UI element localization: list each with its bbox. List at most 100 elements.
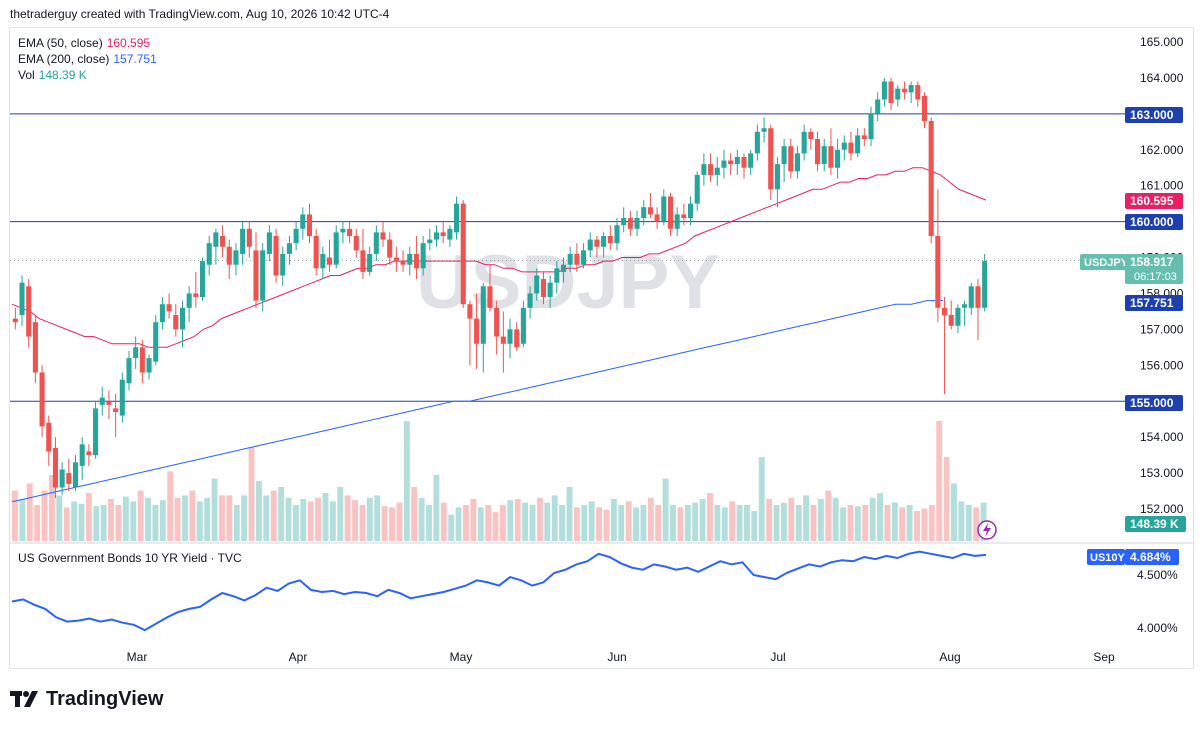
volume-bar [862,505,869,541]
volume-bar [536,497,543,541]
volume-bar [766,499,773,541]
legend-vol[interactable]: Vol 148.39 K [18,68,87,82]
yield-axis-tick: 4.500% [1137,568,1178,582]
volume-bar [943,457,950,541]
candle-body [380,232,386,240]
tag-ema50-bg [1125,193,1183,209]
tag-us10y-value-bg [1125,549,1179,565]
candle-body [788,146,794,172]
candle-body [621,218,627,226]
volume-bar [256,481,262,541]
volume-bar [396,502,403,541]
volume-bar [307,501,314,541]
candle-body [527,293,533,308]
volume-bar [26,483,33,541]
price-axis-tick: 164.000 [1140,71,1184,85]
candle-body [540,279,546,298]
candle-body [113,408,119,413]
candle-body [841,142,847,150]
candle-body [547,282,553,298]
volume-bar [137,490,144,541]
candle-body [734,156,740,165]
candle-body [801,131,807,154]
candle-body [12,318,18,323]
candle-body [213,232,219,247]
volume-bar [122,496,129,541]
candle-body [253,250,259,301]
legend-vol-label: Vol [18,68,35,82]
candle-body [661,196,667,222]
candle-body [875,99,881,114]
candle-body [942,307,948,316]
candle-body [300,214,306,229]
candle-body [708,164,714,175]
volume-bar [751,511,758,541]
candle-body [554,268,560,283]
price-axis-tick: 154.000 [1140,430,1184,444]
volume-bar [108,499,115,541]
candle-body [808,131,814,139]
legend-ema50[interactable]: EMA (50, close) 160.595 [18,36,150,50]
time-axis-label: Aug [939,650,960,664]
time-axis-label: Jun [607,650,626,664]
candle-body [574,253,580,265]
tag-ema200-bg [1125,295,1183,311]
candle-body [500,336,506,344]
volume-bar [440,502,447,541]
candle-body [266,232,272,254]
volume-bar [795,505,802,541]
candle-body [320,253,326,269]
time-axis-label: Jul [770,650,785,664]
volume-bar [877,493,883,541]
volume-bar [130,501,137,541]
lower-pane-title[interactable]: US Government Bonds 10 YR Yield · TVC [18,551,242,565]
volume-bar [618,505,625,541]
candle-body [206,243,212,265]
legend-ema50-label: EMA (50, close) [18,36,103,50]
volume-bar [433,475,440,541]
candle-body [460,203,466,305]
candle-body [427,239,433,244]
volume-bar [684,505,691,541]
legend-ema50-value: 160.595 [106,36,151,50]
us10y-yield-line [11,550,987,632]
candle-body [179,307,186,330]
brand[interactable]: TradingView [10,688,163,711]
candle-body [634,218,640,229]
candle-body [581,250,587,265]
volume-bar [825,490,832,541]
candle-body [286,243,292,254]
candle-body [59,469,65,488]
volume-bar [655,505,662,541]
candle-body [146,358,152,373]
volume-bar [300,499,307,541]
candle-body [474,318,480,344]
candle-body [273,235,279,276]
candle-body [233,250,239,265]
volume-bar [596,507,603,541]
ema50-line [11,167,987,348]
candle-body [728,160,734,165]
volume-bar [891,502,898,541]
price-axis-tick: 161.000 [1140,179,1184,193]
volume-bar [566,487,573,541]
tag-level-163-bg [1125,107,1183,123]
price-axis-tick: 157.000 [1140,322,1184,336]
volume-bar [115,505,122,541]
candle-body [240,228,246,254]
volume-bar [100,505,107,541]
candle-body [106,401,112,405]
candle-body [333,232,339,265]
candle-body [393,257,399,262]
legend-ema200[interactable]: EMA (200, close) 157.751 [18,52,157,66]
volume-bar [529,505,536,541]
volume-bar [559,505,566,541]
candle-body [407,253,413,265]
volume-bar [403,421,410,541]
chart-frame[interactable] [9,27,1194,669]
candle-body [166,304,172,312]
volume-bar [93,506,100,541]
tag-symbol-bg [1080,254,1126,270]
volume-bar [633,507,639,541]
